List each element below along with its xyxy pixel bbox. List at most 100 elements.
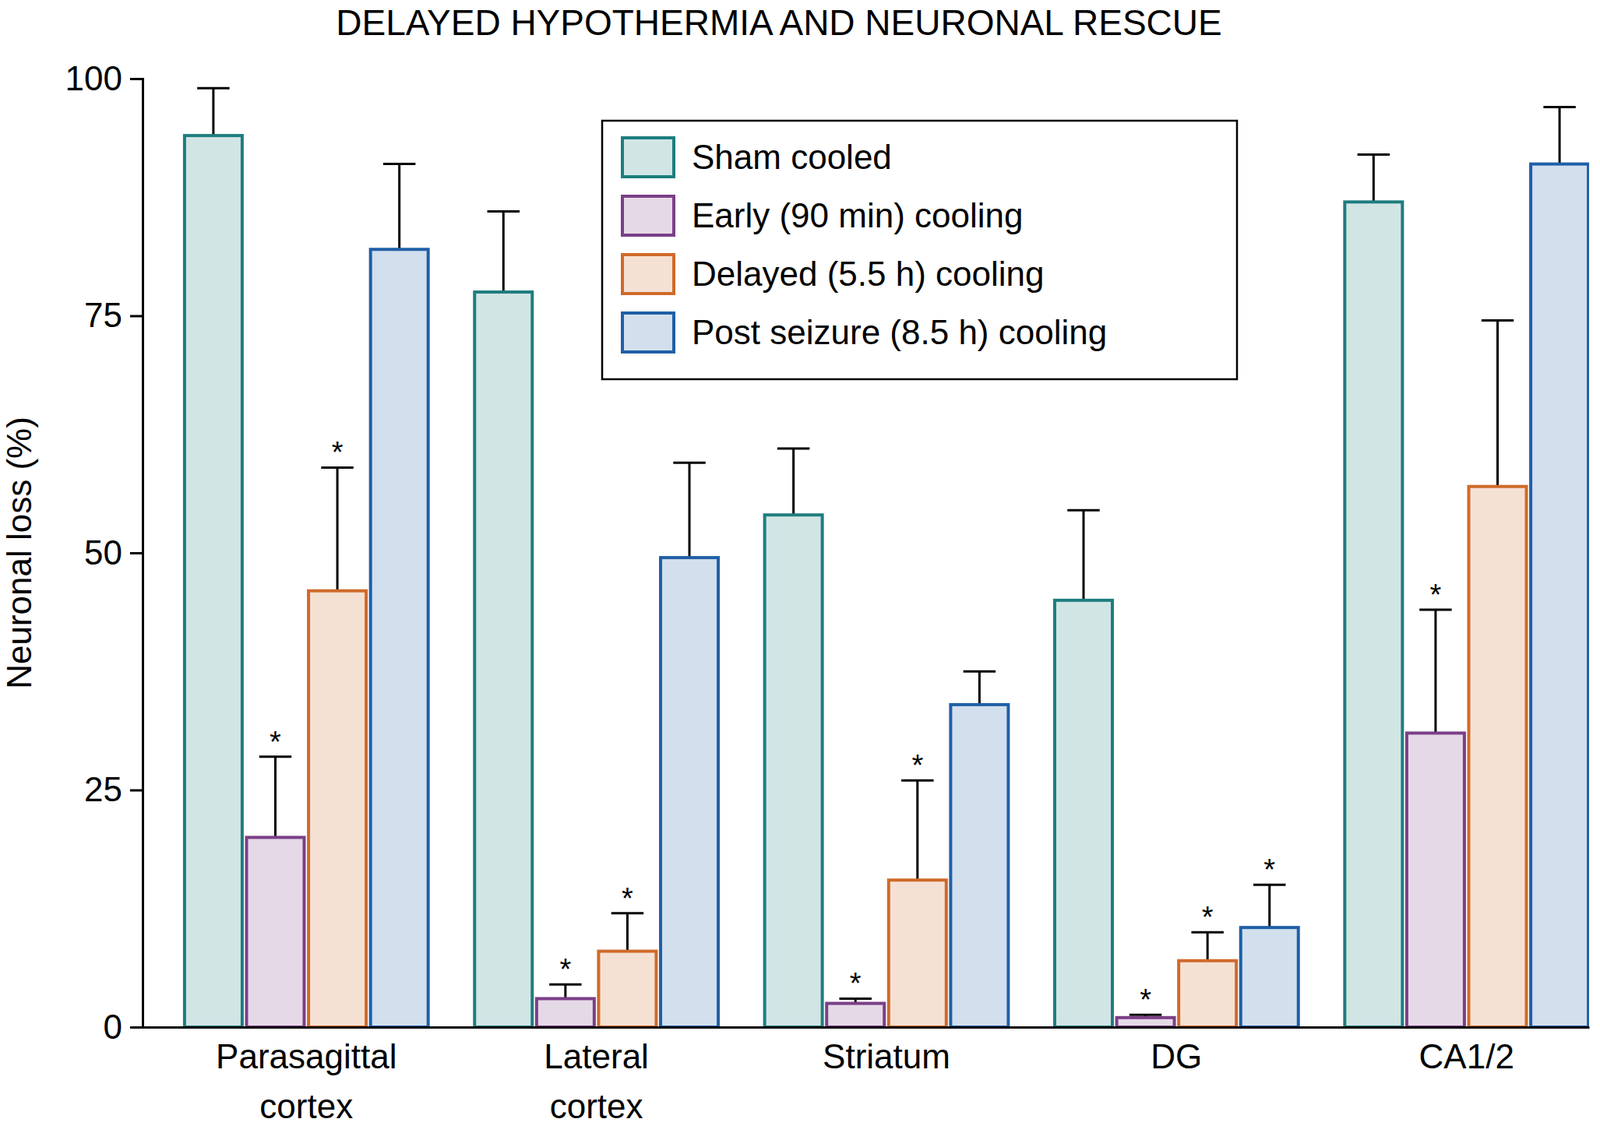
error-bar [1481,320,1514,487]
bar [1240,927,1299,1028]
plot-area [184,88,1589,1028]
y-axis-line [130,79,144,1029]
x-axis [143,1027,1590,1029]
bar [1469,486,1527,1028]
error-cap [1543,105,1576,109]
error-cap [1067,509,1100,512]
y-tick-mark [130,1026,143,1030]
x-tick-label: CA1/2 [1419,1037,1515,1076]
y-tick-label: 100 [65,59,123,98]
x-tick-labels: ParasagittalcortexLateralcortexStriatumD… [215,1037,1515,1126]
y-tick-label: 25 [84,770,123,809]
x-tick-label: DG [1150,1037,1202,1076]
series [184,88,1403,1028]
error-stem [688,462,691,558]
significance-mark: * [1201,901,1214,934]
significance-mark: * [559,953,571,987]
significance-mark: * [269,725,282,759]
error-stem [978,671,981,705]
significance-mark: * [1263,853,1276,887]
error-cap [487,210,520,213]
bar [1054,600,1113,1028]
bar [826,1004,885,1028]
legend: Sham cooledEarly (90 min) coolingDelayed… [602,120,1238,380]
y-axis: 0 25 50 75 100 [65,59,144,1047]
significance-mark: * [911,749,924,783]
x-axis-line [143,1026,1590,1030]
y-tick-label: 0 [103,1007,123,1047]
series [370,107,1589,1028]
error-cap [1481,319,1514,322]
significance-mark: * [331,436,344,469]
error-bar [197,88,230,136]
x-tick-label: Parasagittalcortex [215,1037,397,1126]
error-bar [1357,154,1390,202]
error-cap [383,162,416,166]
significance-mark: * [1430,578,1442,612]
error-bar [487,211,520,293]
error-bar [1191,932,1223,962]
bar [474,292,533,1028]
bar [370,249,429,1028]
y-tick: 75 [84,296,143,335]
error-stem [1372,154,1375,202]
error-stem [398,164,401,251]
x-tick-label: Striatum [822,1037,951,1076]
error-bar [777,448,810,515]
significance-mark: * [849,967,862,1001]
error-stem [336,467,339,591]
y-tick-mark [130,552,143,555]
error-stem [1268,884,1271,928]
error-stem [563,984,567,999]
legend-swatch [622,254,674,294]
bar [308,591,367,1028]
bar [598,951,656,1028]
error-stem [1496,320,1499,487]
legend-label: Delayed (5.5 h) cooling [691,254,1044,293]
bar [660,557,719,1028]
error-stem [792,448,795,515]
error-bar [549,984,582,999]
error-cap [963,670,996,674]
legend-frame [602,120,1238,380]
y-tick-mark [130,789,143,793]
error-stem [916,780,919,881]
error-stem [1081,510,1085,601]
error-cap [673,461,705,465]
bar [950,704,1008,1028]
legend-label: Early (90 min) cooling [691,196,1024,235]
error-stem [211,88,215,136]
bar [1530,164,1589,1028]
legend-swatch [622,137,674,177]
error-stem [274,757,277,839]
annotations: ********** [269,436,1442,1017]
error-stem [1206,932,1209,962]
error-stem [1558,107,1562,165]
error-bar [383,164,416,251]
legend-swatch [622,196,674,236]
y-tick-label: 50 [84,533,123,572]
error-bar [901,780,934,881]
y-tick-mark [130,77,143,81]
error-bar [611,913,644,952]
error-stem [1434,609,1437,734]
legend-swatch [622,313,674,353]
error-stem [502,211,505,293]
error-bar [1067,510,1100,601]
bar [888,880,947,1028]
bar [536,998,595,1028]
y-tick: 0 [103,1007,143,1047]
y-tick: 25 [84,770,143,809]
significance-mark: * [621,882,634,916]
bar [184,135,243,1028]
bar [1178,961,1237,1028]
error-bar [1543,107,1576,165]
error-cap [777,447,810,451]
error-bar [320,467,353,591]
legend-label: Post seizure (8.5 h) cooling [691,313,1107,352]
bar [764,514,823,1028]
y-tick: 100 [65,59,143,98]
chart: DELAYED HYPOTHERMIA AND NEURONAL RESCUE*… [0,0,1600,1140]
bar [246,837,304,1028]
error-bar [259,757,292,839]
